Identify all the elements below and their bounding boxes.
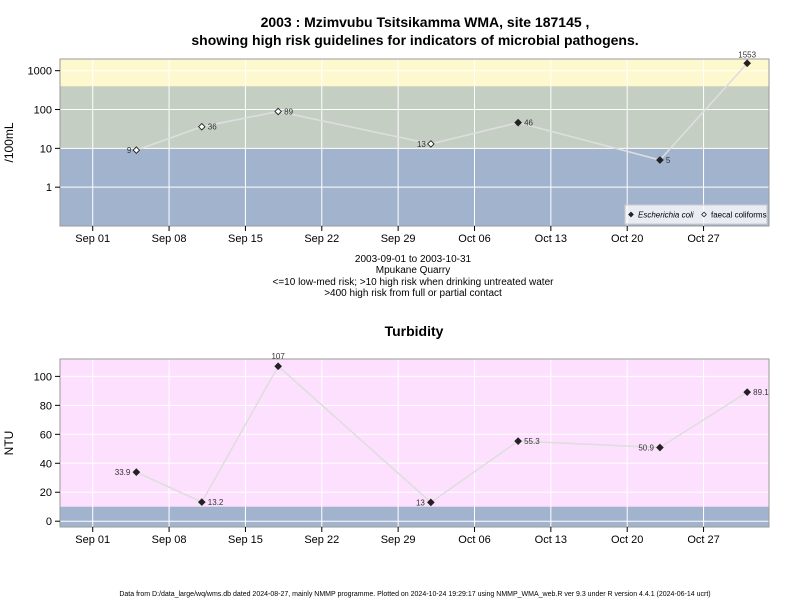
data-point bbox=[197, 498, 206, 506]
x-tick-label: Sep 15 bbox=[228, 233, 263, 245]
x-tick-label: Oct 06 bbox=[458, 534, 490, 546]
chart-title-line2: showing high risk guidelines for indicat… bbox=[191, 32, 638, 48]
y-axis-title: /100mL bbox=[2, 122, 16, 162]
y-tick-label: 60 bbox=[40, 429, 52, 441]
x-tick-label: Sep 22 bbox=[304, 534, 339, 546]
x-tick-label: Sep 29 bbox=[381, 534, 416, 546]
x-tick-label: Oct 13 bbox=[535, 534, 567, 546]
turbidity-panel: 0 20 40 60 80 100 Sep 01 Sep 08 Sep 15 Sep 22 Sep … bbox=[2, 352, 770, 546]
y-tick-label: 100 bbox=[34, 105, 52, 117]
risk-band-2 bbox=[60, 59, 769, 87]
plot-area-background bbox=[60, 359, 769, 527]
data-point bbox=[427, 140, 435, 148]
legend-box bbox=[624, 204, 768, 225]
y-axis-title: NTU bbox=[2, 431, 16, 456]
data-label: 13 bbox=[416, 498, 425, 507]
data-label: 89 bbox=[284, 107, 293, 116]
y-tick-label: 1 bbox=[46, 182, 52, 194]
data-label: 9 bbox=[127, 146, 132, 155]
legend-entry: faecal coliforms bbox=[711, 211, 767, 220]
data-point bbox=[743, 388, 752, 397]
data-point bbox=[274, 362, 282, 371]
data-point bbox=[743, 59, 752, 68]
info-line-date-range: 2003-09-01 to 2003-10-31 bbox=[355, 254, 472, 265]
x-tick-label: Sep 01 bbox=[75, 233, 110, 245]
y-tick-label: 10 bbox=[40, 143, 52, 155]
info-line-risk-contact: >400 high risk from full or partial cont… bbox=[324, 288, 502, 299]
data-point bbox=[274, 107, 282, 116]
data-label: 36 bbox=[208, 123, 217, 132]
y-tick-label: 40 bbox=[40, 458, 52, 470]
x-tick-label: Oct 13 bbox=[535, 233, 567, 245]
chart-title-line1: 2003 : Mzimvubu Tsitsikamma WMA, site 18… bbox=[261, 14, 590, 30]
y-tick-label: 80 bbox=[40, 400, 52, 412]
y-tick-label: 1000 bbox=[28, 66, 52, 78]
x-tick-label: Sep 01 bbox=[75, 534, 110, 546]
footer-note: Data from D:/data_large/wq/wms.db dated … bbox=[119, 591, 710, 598]
x-tick-label: Oct 27 bbox=[687, 534, 719, 546]
microbial-panel: 1 10 100 1000 Sep 01 Sep 08 Sep 15 Sep 22 Sep 29… bbox=[2, 50, 770, 245]
x-tick-label: Sep 08 bbox=[152, 534, 187, 546]
x-tick-label: Sep 29 bbox=[381, 233, 416, 245]
plot-frame bbox=[59, 358, 770, 528]
data-label: 89.1 bbox=[753, 388, 769, 397]
data-point bbox=[197, 122, 206, 131]
y-tick-label: 0 bbox=[46, 516, 52, 528]
data-label: 107 bbox=[271, 352, 285, 361]
legend-marker bbox=[628, 211, 634, 218]
x-tick-label: Oct 20 bbox=[611, 233, 643, 245]
data-point bbox=[132, 468, 141, 476]
x-tick-label: Sep 08 bbox=[152, 233, 187, 245]
x-tick-label: Oct 27 bbox=[687, 233, 719, 245]
data-point bbox=[514, 437, 522, 445]
y-tick-label: 100 bbox=[34, 371, 52, 383]
data-label: 13 bbox=[417, 140, 426, 149]
data-label: 50.9 bbox=[638, 443, 654, 452]
data-label: 1553 bbox=[738, 50, 756, 59]
data-label: 13.2 bbox=[208, 498, 224, 507]
data-point bbox=[132, 146, 141, 154]
risk-band-1 bbox=[60, 86, 769, 149]
data-point bbox=[514, 118, 522, 127]
y-tick-label: 20 bbox=[40, 487, 52, 499]
data-point bbox=[427, 498, 435, 507]
data-point bbox=[656, 156, 664, 164]
x-tick-label: Oct 20 bbox=[611, 534, 643, 546]
data-label: 33.9 bbox=[115, 468, 131, 477]
turbidity-title: Turbidity bbox=[385, 323, 444, 339]
info-line-risk-drinking: <=10 low-med risk; >10 high risk when dr… bbox=[273, 277, 555, 288]
data-label: 46 bbox=[524, 119, 533, 128]
legend-entry: Escherichia coli bbox=[638, 211, 694, 220]
legend-marker bbox=[701, 211, 707, 218]
info-line-site-name: Mpukane Quarry bbox=[376, 265, 450, 276]
data-label: 55.3 bbox=[524, 437, 540, 446]
x-tick-label: Sep 15 bbox=[228, 534, 263, 546]
data-label: 5 bbox=[666, 156, 671, 165]
risk-band-0 bbox=[60, 506, 769, 527]
plot-frame bbox=[59, 58, 770, 227]
data-point bbox=[656, 443, 664, 452]
x-tick-label: Oct 06 bbox=[458, 233, 490, 245]
x-tick-label: Sep 22 bbox=[304, 233, 339, 245]
